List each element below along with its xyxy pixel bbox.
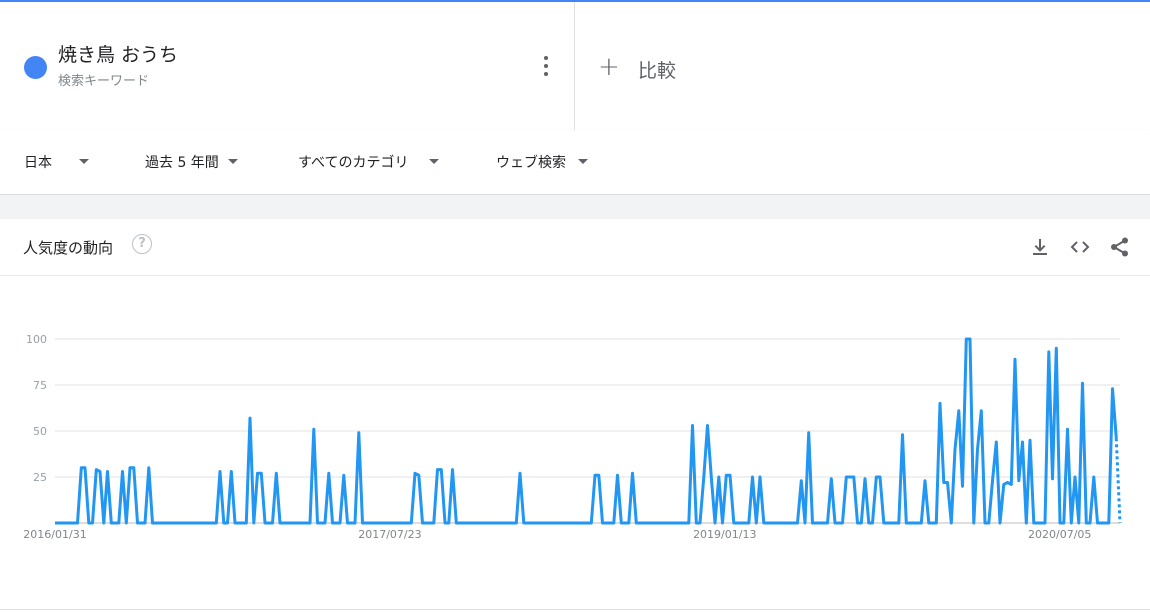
help-icon[interactable]: ? — [132, 234, 152, 254]
top-accent-line — [0, 0, 1150, 2]
series-line — [55, 337, 1118, 525]
search-type-filter[interactable]: ウェブ検索 — [496, 150, 591, 174]
filter-bar: 日本 過去 5 年間 すべてのカテゴリ ウェブ検索 — [0, 130, 1150, 195]
term-color-dot — [24, 56, 47, 79]
more-options-icon[interactable] — [536, 54, 556, 80]
x-tick-label: 2017/07/23 — [358, 528, 421, 541]
term-type-label: 検索キーワード — [58, 74, 150, 89]
compare-label: 比較 — [638, 60, 677, 82]
x-tick-label: 2019/01/13 — [693, 528, 756, 541]
search-term-bar: 焼き鳥 おうち 検索キーワード + 比較 — [0, 2, 1150, 131]
download-icon[interactable] — [1028, 235, 1052, 259]
chart-card-title: 人気度の動向 — [23, 239, 114, 257]
plus-icon: + — [598, 52, 620, 82]
chart-card-header: 人気度の動向 ? — [0, 219, 1150, 276]
bottom-divider — [0, 609, 1150, 610]
x-tick-label: 2016/01/31 — [23, 528, 86, 541]
category-filter[interactable]: すべてのカテゴリ — [298, 150, 443, 174]
period-filter-label: 過去 5 年間 — [145, 155, 219, 171]
section-divider — [0, 195, 1150, 219]
term-name[interactable]: 焼き鳥 おうち — [58, 44, 179, 66]
y-tick-label: 50 — [33, 425, 47, 438]
series-partial-segment — [1114, 438, 1122, 524]
share-icon[interactable] — [1108, 235, 1132, 259]
search-term-card[interactable]: 焼き鳥 おうち 検索キーワード — [0, 2, 575, 130]
region-filter[interactable]: 日本 — [24, 150, 94, 174]
search-type-filter-label: ウェブ検索 — [496, 155, 566, 171]
caret-down-icon — [578, 159, 588, 164]
y-tick-label: 75 — [33, 379, 47, 392]
x-tick-label: 2020/07/05 — [1028, 528, 1091, 541]
trend-chart-svg: 100 75 50 25 2016/01/31 2017/07/23 2019/01/13 2… — [23, 333, 1122, 541]
caret-down-icon — [429, 159, 439, 164]
region-filter-label: 日本 — [24, 155, 52, 171]
period-filter[interactable]: 過去 5 年間 — [145, 150, 245, 174]
y-tick-label: 100 — [26, 333, 47, 346]
category-filter-label: すべてのカテゴリ — [298, 155, 409, 171]
caret-down-icon — [228, 159, 238, 164]
embed-code-icon[interactable] — [1068, 235, 1092, 259]
caret-down-icon — [79, 159, 89, 164]
y-tick-label: 25 — [33, 471, 47, 484]
trend-chart: 100 75 50 25 2016/01/31 2017/07/23 2019/01/13 2… — [0, 276, 1150, 612]
